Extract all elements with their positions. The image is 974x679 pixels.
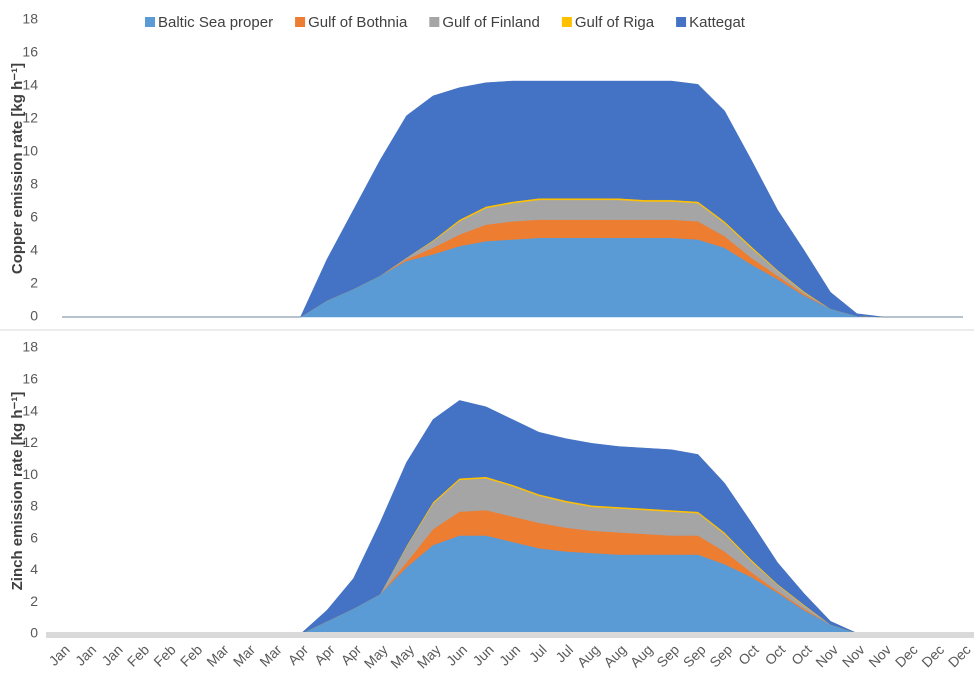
legend-swatch: [145, 17, 155, 27]
y-axis-label: Copper emission rate [kg h⁻¹]: [9, 63, 26, 274]
x-tick-label: May: [361, 641, 391, 671]
x-tick-label: Sep: [653, 641, 682, 670]
x-tick-label: Feb: [150, 641, 179, 670]
area: [62, 400, 963, 635]
y-tick-label: 16: [22, 370, 38, 386]
y-tick-label: 0: [30, 625, 38, 641]
x-tick-label: Apr: [311, 641, 338, 668]
legend-label: Baltic Sea proper: [158, 14, 273, 31]
y-tick-label: 18: [22, 339, 38, 355]
x-tick-label: Mar: [203, 641, 232, 670]
y-tick-label: 14: [22, 77, 38, 93]
x-tick-label: Sep: [706, 641, 735, 670]
x-tick-label: Nov: [812, 641, 841, 670]
x-tick-label: Feb: [124, 641, 153, 670]
legend-label: Gulf of Bothnia: [308, 14, 408, 31]
y-tick-label: 6: [30, 209, 38, 225]
x-tick-label: Dec: [892, 641, 921, 670]
x-tick-label: Apr: [285, 641, 312, 668]
x-tick-label: Mar: [230, 641, 259, 670]
x-tick-label: Oct: [762, 641, 789, 668]
legend-swatch: [295, 17, 306, 27]
y-tick-label: 10: [22, 466, 38, 482]
legend-label: Kattegat: [689, 14, 746, 31]
x-tick-label: May: [387, 641, 417, 671]
x-tick-label: Nov: [839, 641, 868, 670]
x-tick-label: Jan: [72, 641, 99, 668]
y-tick-label: 12: [22, 110, 38, 126]
y-tick-label: 6: [30, 529, 38, 545]
x-tick-label: Oct: [788, 641, 815, 668]
area: [62, 80, 963, 318]
y-tick-label: 2: [30, 593, 38, 609]
y-tick-label: 2: [30, 275, 38, 291]
x-tick-label: Jan: [45, 641, 72, 668]
x-tick-label: Jun: [496, 641, 523, 668]
x-tick-label: Aug: [627, 641, 656, 670]
y-tick-label: 4: [30, 242, 38, 258]
y-tick-label: 12: [22, 434, 38, 450]
x-tick-label: May: [414, 641, 444, 671]
y-tick-label: 10: [22, 143, 38, 159]
legend-label: Gulf of Riga: [575, 14, 655, 31]
x-tick-label: Jul: [552, 641, 576, 665]
x-tick-label: Aug: [600, 641, 629, 670]
x-tick-label: Oct: [735, 641, 762, 668]
x-tick-label: Jul: [526, 641, 550, 665]
x-tick-label: Sep: [680, 641, 709, 670]
x-tick-label: Dec: [918, 641, 947, 670]
x-tick-label: Jun: [469, 641, 496, 668]
x-tick-label: Jan: [98, 641, 125, 668]
y-tick-label: 8: [30, 498, 38, 514]
y-tick-label: 0: [30, 308, 38, 324]
x-tick-label: Aug: [574, 641, 603, 670]
legend-swatch: [561, 17, 572, 27]
x-tick-label: Feb: [177, 641, 206, 670]
y-axis-label: Zinch emission rate [kg h⁻¹]: [9, 392, 26, 591]
x-tick-label: Jun: [443, 641, 470, 668]
legend-swatch: [676, 17, 687, 27]
y-tick-label: 4: [30, 561, 38, 577]
legend-swatch: [429, 17, 440, 27]
x-tick-label: Apr: [338, 641, 365, 668]
y-tick-label: 14: [22, 402, 38, 418]
x-tick-label: Dec: [945, 641, 974, 670]
y-tick-label: 16: [22, 44, 38, 60]
x-tick-label: Mar: [256, 641, 285, 670]
x-tick-label: Nov: [865, 641, 894, 670]
y-tick-label: 8: [30, 176, 38, 192]
y-tick-label: 18: [22, 11, 38, 27]
legend-label: Gulf of Finland: [442, 14, 540, 31]
